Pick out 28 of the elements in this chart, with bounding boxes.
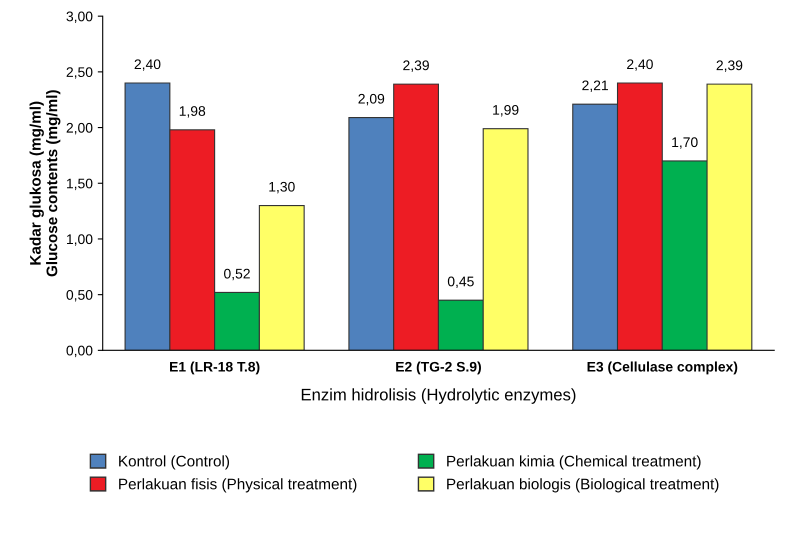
data-label: 0,45 bbox=[448, 276, 474, 288]
legend-label: Perlakuan fisis (Physical treatment) bbox=[119, 478, 356, 492]
y-tick-label: 1,00 bbox=[67, 234, 92, 246]
y-tick-label: 2,00 bbox=[66, 122, 92, 134]
y-tick-label: 0,50 bbox=[66, 290, 92, 302]
data-label: 2,40 bbox=[627, 59, 653, 71]
x-axis-title: Enzim hidrolisis (Hydrolytic enzymes) bbox=[302, 388, 576, 404]
y-tick-label: 1,50 bbox=[67, 178, 92, 190]
data-label: 1,99 bbox=[493, 104, 518, 116]
y-tick-label: 3,00 bbox=[66, 12, 92, 23]
legend-label: Kontrol (Control) bbox=[119, 455, 230, 470]
y-tick-label: 2,50 bbox=[66, 67, 92, 79]
data-label: 1,30 bbox=[269, 182, 295, 194]
x-tick-label: E3 (Cellulase complex) bbox=[588, 361, 738, 374]
data-label: 2,39 bbox=[716, 60, 742, 72]
x-tick-label: E2 (TG-2 S.9) bbox=[396, 361, 481, 374]
y-tick-label: 0,00 bbox=[66, 346, 92, 358]
data-label: 2,39 bbox=[403, 60, 429, 72]
legend-label: Perlakuan biologis (Biological treatment) bbox=[447, 478, 718, 492]
legend-label: Perlakuan kimia (Chemical treatment) bbox=[447, 455, 701, 470]
data-label: 1,70 bbox=[672, 137, 698, 149]
x-tick-label: E1 (LR-18 T.8) bbox=[170, 361, 260, 374]
data-label: 2,21 bbox=[582, 80, 608, 92]
data-label: 2,09 bbox=[358, 94, 384, 106]
data-label: 0,52 bbox=[224, 268, 250, 280]
data-label: 2,40 bbox=[134, 59, 160, 71]
y-axis-title: Kadar glukosa (mg/ml) Glucose contents (mg/ml) bbox=[30, 90, 60, 276]
data-label: 1,98 bbox=[180, 106, 206, 118]
